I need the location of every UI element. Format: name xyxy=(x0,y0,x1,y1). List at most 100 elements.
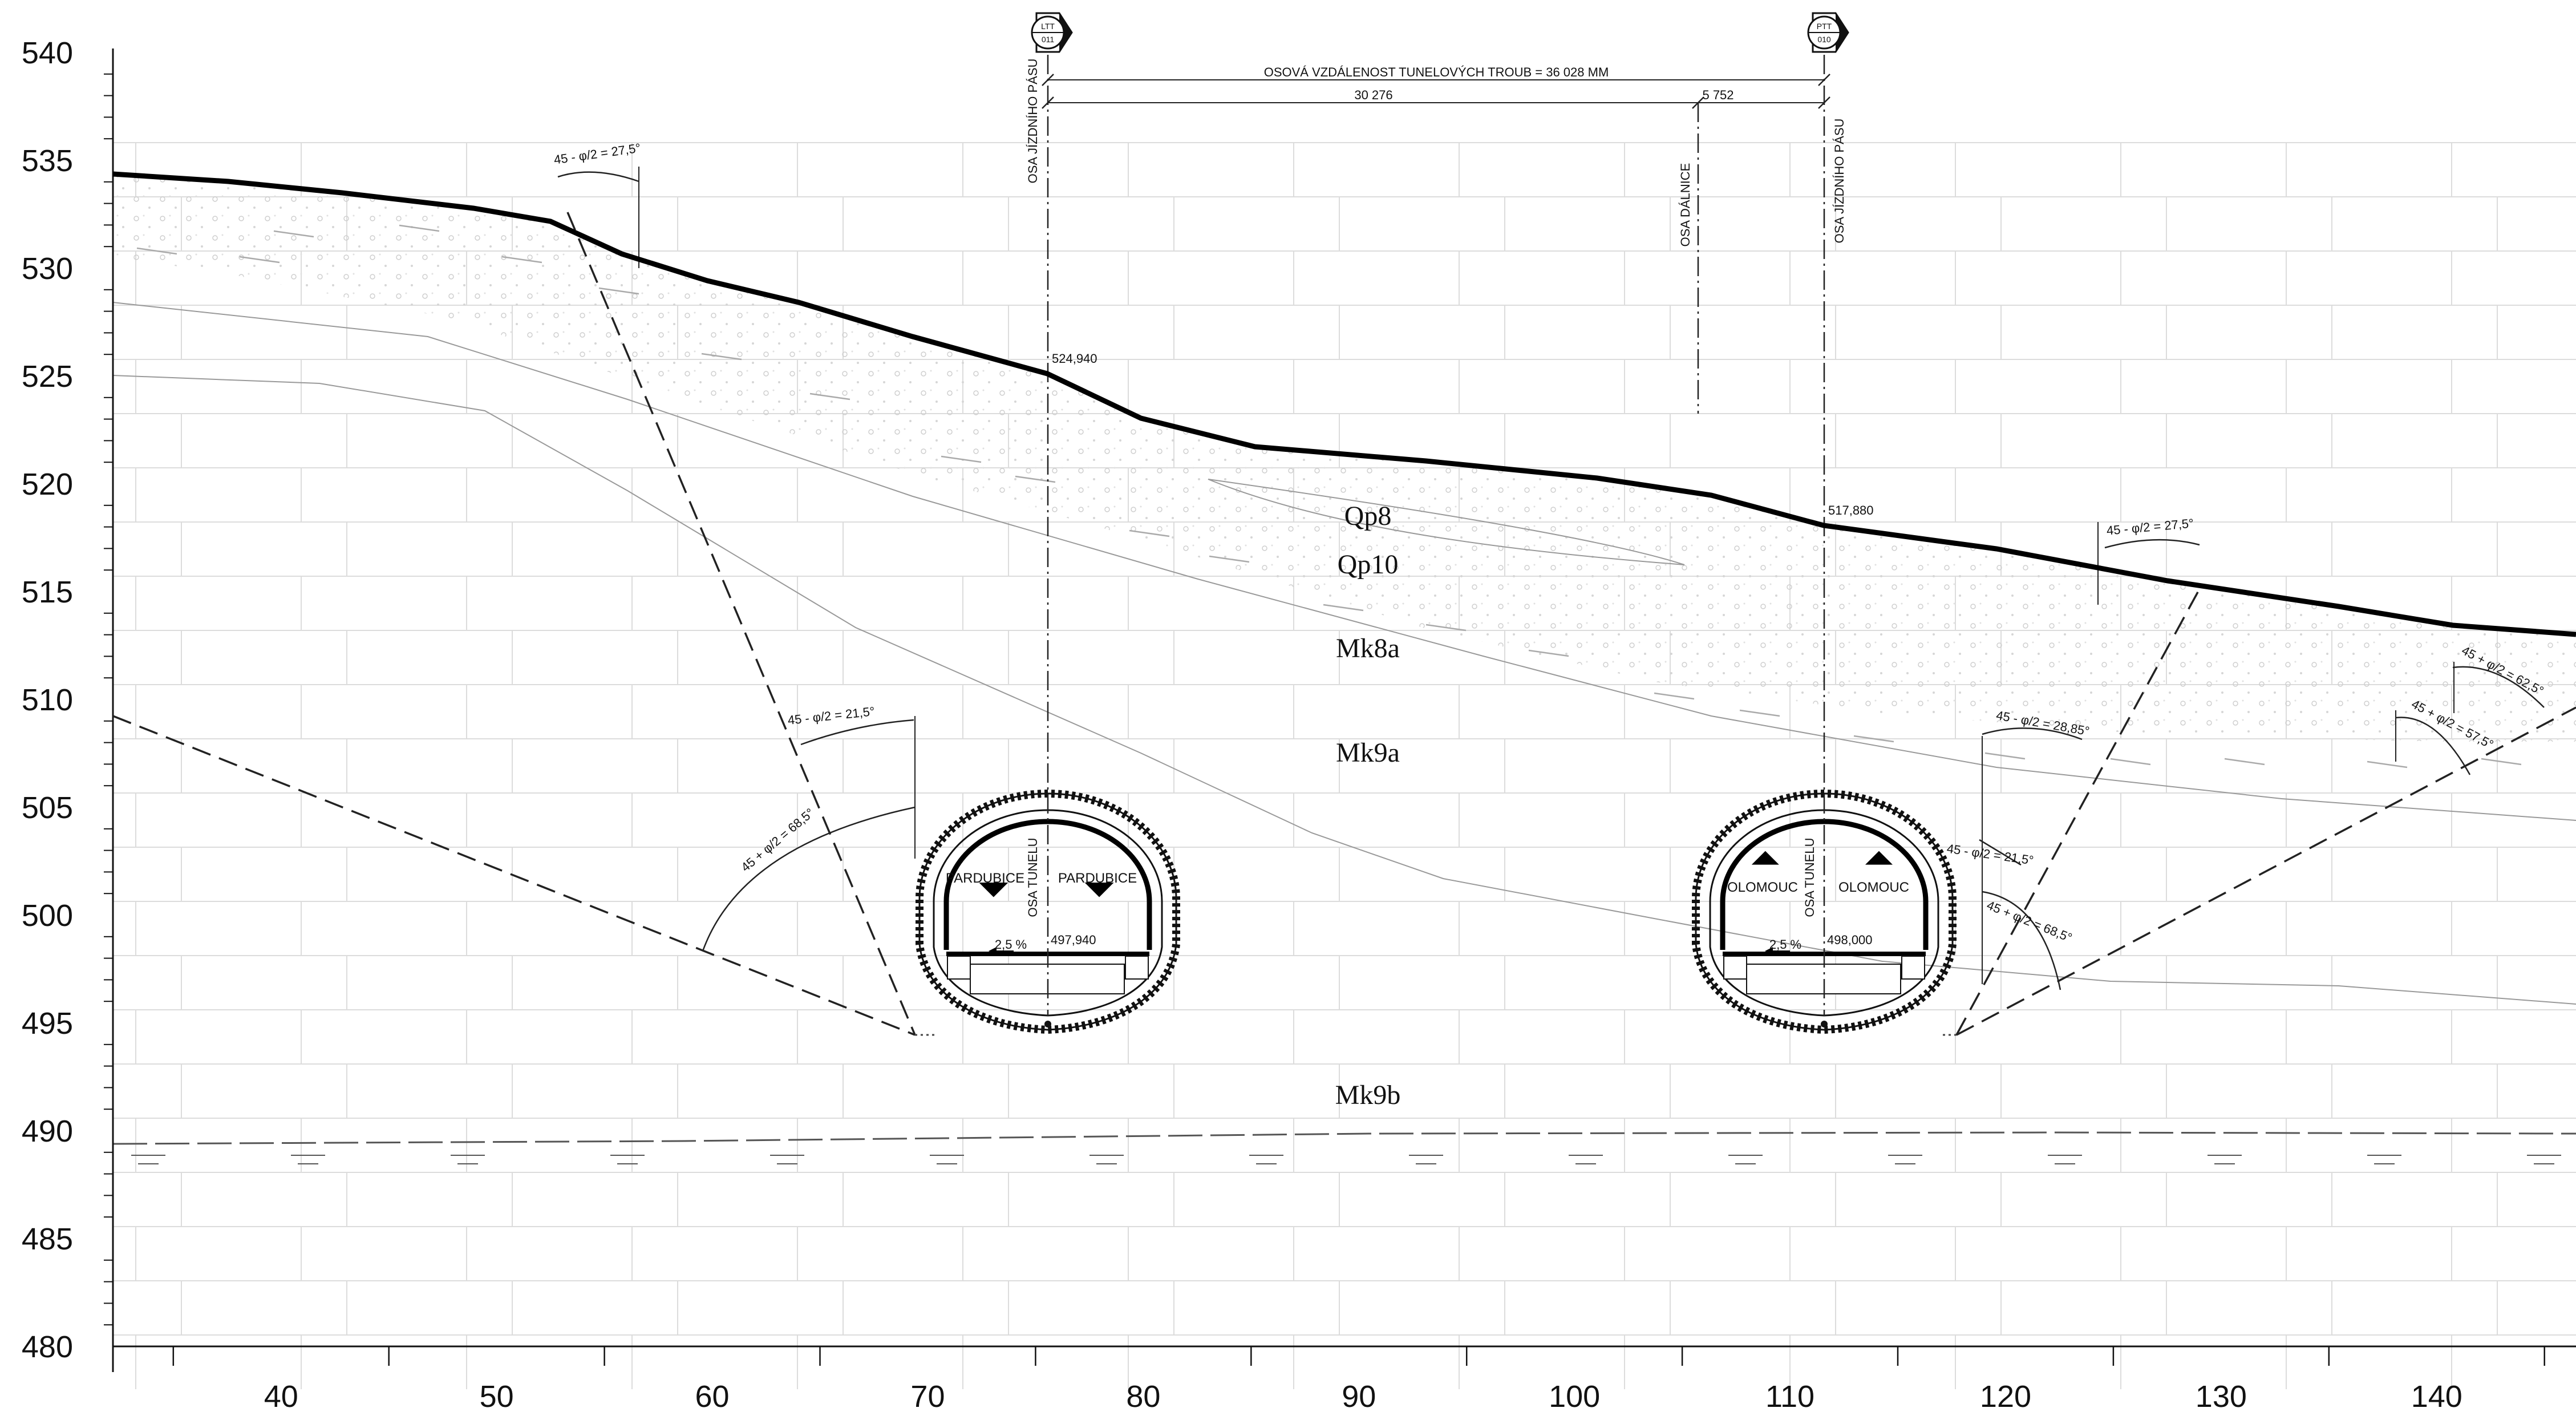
arrow-up-icon xyxy=(1751,851,1779,865)
arrow-down-icon xyxy=(1084,883,1114,897)
tunnel-outer-edge xyxy=(1695,792,1954,1031)
soil-dash xyxy=(941,455,982,463)
direction-label: PARDUBICE xyxy=(1058,871,1137,886)
y-tick-label: 485 xyxy=(22,1222,73,1256)
x-tick-label: 130 xyxy=(2196,1379,2247,1414)
y-tick-label: 535 xyxy=(22,144,73,178)
angle-arc xyxy=(800,719,914,746)
soil-dash xyxy=(2224,758,2265,766)
tunnel-axis-label-right: OSA TUNELU xyxy=(1803,838,1817,917)
soil-dash xyxy=(273,230,314,238)
soil-dash xyxy=(1425,624,1467,632)
soil-dash xyxy=(399,224,440,232)
station-marker-ptt: PTT 010 xyxy=(1807,12,1849,53)
arrow-up-icon xyxy=(1865,851,1893,865)
y-tick-label: 505 xyxy=(22,791,73,825)
x-tick-label: 120 xyxy=(1980,1379,2031,1414)
tunnel-secondary-lining xyxy=(943,819,1152,950)
axis-distance-label: OSOVÁ VZDÁLENOST TUNELOVÝCH TROUB = 36 0… xyxy=(1264,65,1609,79)
y-tick-label: 525 xyxy=(22,359,73,394)
marker-code: PTT xyxy=(1817,22,1832,31)
marker-number: 010 xyxy=(1817,35,1831,44)
slip-plane xyxy=(566,212,916,1035)
soil-dash xyxy=(1853,735,1894,743)
x-tick-label: 60 xyxy=(695,1379,730,1414)
sidewalk-left xyxy=(1723,956,1747,980)
tunnel-outer-edge xyxy=(918,792,1177,1031)
elevation-tunnel-right: 498,000 xyxy=(1827,933,1873,947)
elevation-surface-right: 517,880 xyxy=(1828,503,1874,517)
soil-dash xyxy=(1129,529,1170,537)
angle-arc xyxy=(2452,666,2545,708)
direction-label: OLOMOUC xyxy=(1727,880,1798,895)
soil-dash xyxy=(1209,555,1250,563)
axes xyxy=(104,48,2576,1372)
slope-label: 2,5 % xyxy=(995,937,1027,952)
soil-dash xyxy=(1654,692,1695,700)
layer-label-mk9b: Mk9b xyxy=(1335,1080,1401,1110)
x-tick-label: 70 xyxy=(910,1379,945,1414)
x-axis-labels: 40 50 60 70 80 90 100 110 120 130 140 xyxy=(264,1379,2462,1414)
soil-dash xyxy=(136,247,177,255)
soil-dash xyxy=(501,256,542,264)
groundwater-line xyxy=(112,1131,2576,1145)
y-tick-label: 530 xyxy=(22,252,73,286)
soil-dash xyxy=(598,287,639,295)
soil-dash xyxy=(2481,758,2522,766)
soil-dash xyxy=(701,353,742,361)
angle-arc xyxy=(2104,539,2200,549)
stratum-boundary xyxy=(112,375,2576,1005)
invert-point xyxy=(1821,1021,1828,1027)
y-tick-label: 510 xyxy=(22,683,73,717)
terrain-surface-line xyxy=(112,171,2576,637)
highway-axis-label: OSA DÁLNICE xyxy=(1678,163,1692,247)
tunnel-secondary-lining xyxy=(1720,819,1929,950)
soil-dash xyxy=(809,393,850,400)
x-tick-label: 50 xyxy=(480,1379,514,1414)
slope-arrow-head xyxy=(989,947,997,955)
invert-point xyxy=(1044,1021,1051,1027)
tunnel-inner-edge xyxy=(1709,809,1939,1017)
marker-number: 011 xyxy=(1042,35,1055,44)
dimension-right: 5 752 xyxy=(1702,88,1733,102)
layer-label-qp8: Qp8 xyxy=(1344,501,1392,531)
station-marker-ltt: LTT 011 xyxy=(1031,12,1073,53)
x-tick-label: 140 xyxy=(2411,1379,2462,1414)
sidewalk-right xyxy=(1125,956,1149,980)
angle-arc xyxy=(1982,891,2061,990)
tunnel-axis-label-left: OSA TUNELU xyxy=(1026,838,1040,917)
layer-label-qp10: Qp10 xyxy=(1338,549,1399,580)
angle-arc xyxy=(1979,839,2022,866)
angle-arc xyxy=(557,171,639,183)
slip-plane xyxy=(112,715,916,1036)
arrow-down-icon xyxy=(979,883,1008,897)
soil-dash xyxy=(1984,752,2026,760)
axis-distance-dimension xyxy=(1042,55,1830,1016)
lane-axis-label-left: OSA JÍZDNÍHO PÁSU xyxy=(1026,59,1040,184)
tunnel-inner-edge xyxy=(933,809,1163,1017)
x-tick-label: 80 xyxy=(1126,1379,1160,1414)
x-tick-label: 40 xyxy=(264,1379,298,1414)
x-tick-label: 100 xyxy=(1549,1379,1600,1414)
soil-dash xyxy=(2110,758,2151,766)
tunnel-profiles xyxy=(916,790,1957,1034)
angle-label: 45 - φ/2 = 27,5° xyxy=(2106,516,2194,537)
angle-arc xyxy=(702,806,916,952)
dimension-left: 30 276 xyxy=(1354,88,1392,102)
direction-label: PARDUBICE xyxy=(946,871,1024,886)
angle-arc xyxy=(1982,727,2083,741)
slope-label: 2,5 % xyxy=(1769,937,1801,952)
y-tick-label: 500 xyxy=(22,899,73,933)
soil-dash xyxy=(2367,760,2408,768)
soil-dash xyxy=(1739,709,1780,717)
slip-plane xyxy=(1956,706,2576,1036)
sidewalk-right xyxy=(1901,956,1925,980)
angle-label: 45 + φ/2 = 68,5° xyxy=(738,806,817,875)
y-tick-label: 495 xyxy=(22,1006,73,1041)
y-tick-label: 480 xyxy=(22,1330,73,1364)
angle-label: 45 + φ/2 = 68,5° xyxy=(1984,898,2074,945)
soil-dash xyxy=(239,256,280,264)
strata-boundaries xyxy=(112,224,2576,1164)
y-tick-label: 540 xyxy=(22,36,73,70)
